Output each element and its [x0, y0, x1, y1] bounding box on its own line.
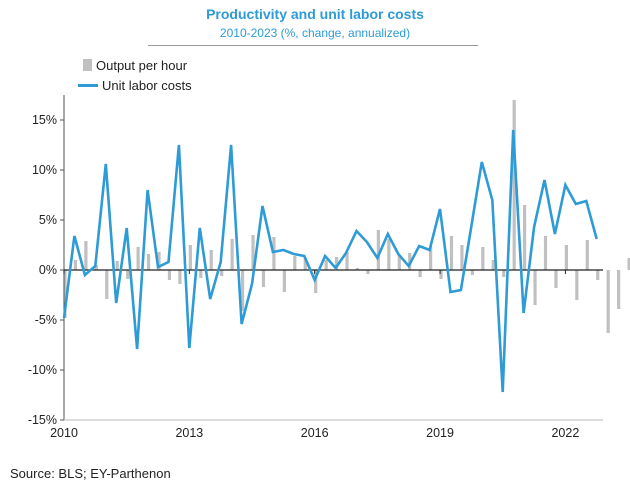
bar-output-per-hour: [355, 268, 360, 270]
legend-line-swatch: [78, 83, 98, 87]
x-tick-label: 2016: [301, 426, 329, 440]
y-tick-label: -5%: [35, 313, 57, 327]
bar-output-per-hour: [293, 256, 297, 270]
bar-output-per-hour: [429, 246, 433, 270]
bar-output-per-hour: [126, 270, 130, 279]
y-tick-label: 0%: [39, 263, 57, 277]
bar-output-per-hour: [606, 270, 610, 333]
bar-output-per-hour: [387, 239, 391, 270]
x-tick-label: 2010: [50, 426, 78, 440]
bar-output-per-hour: [209, 250, 213, 270]
bar-output-per-hour: [460, 245, 464, 270]
bar-output-per-hour: [136, 247, 140, 270]
bar-output-per-hour: [188, 245, 192, 270]
y-tick-label: 5%: [39, 213, 57, 227]
bar-output-per-hour: [84, 241, 88, 270]
y-tick-label: -10%: [28, 363, 57, 377]
bar-output-per-hour: [282, 270, 286, 292]
bar-output-per-hour: [167, 270, 172, 280]
bar-output-per-hour: [220, 270, 224, 276]
bar-output-per-hour: [481, 247, 485, 270]
bar-output-per-hour: [303, 258, 307, 270]
bar-output-per-hour: [449, 236, 454, 270]
bar-output-per-hour: [596, 270, 600, 280]
bar-output-per-hour: [272, 237, 276, 270]
chart-subtitle: 2010-2023 (%, change, annualized): [219, 26, 411, 40]
legend-bar-swatch: [83, 59, 92, 71]
bar-output-per-hour: [585, 240, 589, 270]
bar-output-per-hour: [491, 260, 495, 270]
chart-title: Productivity and unit labor costs: [206, 6, 424, 22]
bar-output-per-hour: [366, 270, 370, 274]
bar-output-per-hour: [627, 258, 630, 270]
bar-output-per-hour: [105, 270, 109, 299]
bar-output-per-hour: [261, 270, 266, 287]
x-tick-label: 2013: [175, 426, 203, 440]
legend-item-ulc: Unit labor costs: [78, 75, 192, 95]
bar-output-per-hour: [240, 270, 245, 311]
source-note: Source: BLS; EY-Parthenon: [10, 466, 171, 481]
bar-output-per-hour: [418, 270, 422, 277]
bar-output-per-hour: [146, 254, 151, 270]
bar-output-per-hour: [314, 270, 318, 293]
bar-output-per-hour: [502, 270, 506, 277]
bar-output-per-hour: [617, 270, 621, 309]
bar-output-per-hour: [376, 230, 380, 270]
bar-output-per-hour: [334, 257, 339, 270]
bar-output-per-hour: [543, 236, 548, 270]
bar-output-per-hour: [554, 270, 558, 288]
bar-output-per-hour: [178, 270, 182, 284]
y-tick-label: 15%: [32, 113, 57, 127]
y-tick-label: -15%: [28, 413, 57, 427]
y-tick-label: 10%: [32, 163, 57, 177]
bar-output-per-hour: [345, 252, 349, 270]
bar-output-per-hour: [439, 270, 443, 279]
bar-output-per-hour: [115, 261, 119, 270]
bar-output-per-hour: [512, 100, 516, 270]
bar-output-per-hour: [199, 270, 203, 278]
x-tick-label: 2022: [551, 426, 579, 440]
bar-output-per-hour: [324, 260, 328, 270]
bar-output-per-hour: [94, 265, 98, 270]
line-unit-labor-costs: [62, 129, 598, 393]
bar-output-per-hour: [230, 239, 234, 270]
bar-output-per-hour: [73, 260, 78, 270]
bar-output-per-hour: [564, 245, 568, 270]
bar-output-per-hour: [251, 235, 255, 270]
legend-label-ulc: Unit labor costs: [102, 77, 192, 93]
bar-output-per-hour: [575, 270, 579, 300]
bar-output-per-hour: [470, 270, 474, 275]
title-underline: [148, 45, 478, 46]
bar-output-per-hour: [523, 205, 527, 270]
legend-label-output: Output per hour: [96, 57, 188, 73]
legend-item-output: Output per hour: [78, 55, 192, 75]
bar-output-per-hour: [533, 270, 537, 305]
bar-output-per-hour: [157, 252, 161, 270]
bar-output-per-hour: [63, 270, 67, 318]
x-tick-label: 2019: [426, 426, 454, 440]
bar-output-per-hour: [397, 255, 401, 270]
legend: Output per hour Unit labor costs: [78, 55, 192, 95]
